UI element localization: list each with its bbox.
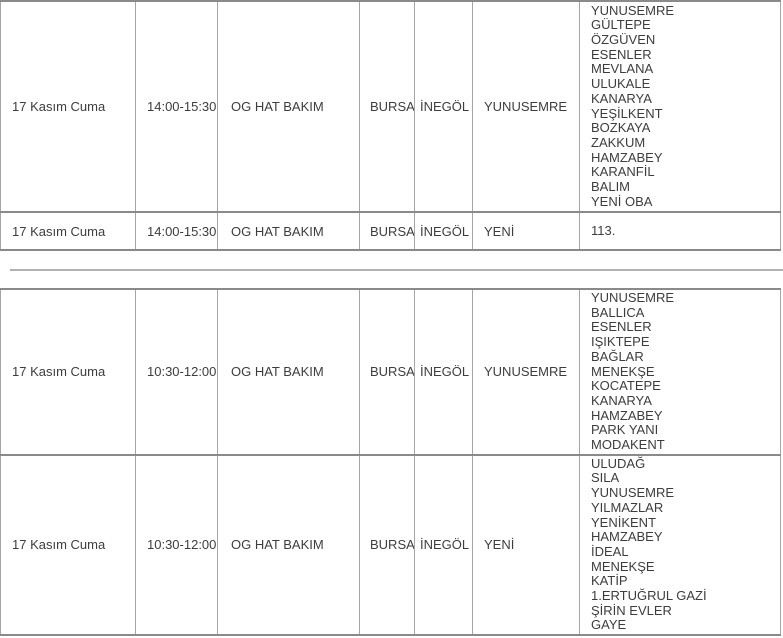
area-item: ÖZGÜVEN <box>591 31 656 47</box>
area-item: İDEAL <box>591 543 629 559</box>
work-type-cell: OG HAT BAKIM <box>217 0 360 213</box>
time-cell: 10:30-12:00 <box>135 453 218 637</box>
neighborhood-cell: YUNUSEMRE <box>472 0 580 213</box>
work-type-cell: OG HAT BAKIM <box>217 453 360 637</box>
area-item: GAYE <box>591 617 627 633</box>
table-separator <box>10 269 783 271</box>
area-item: ULUKALE <box>591 76 651 92</box>
work-type-cell: OG HAT BAKIM <box>217 211 360 251</box>
area-item: YENİ OBA <box>591 193 653 209</box>
area-item: HAMZABEY <box>591 149 663 165</box>
area-item: MEVLANA <box>591 61 654 77</box>
area-item: BALIM <box>591 179 631 195</box>
area-item: KANARYA <box>591 90 652 106</box>
time-cell: 10:30-12:00 <box>135 288 218 456</box>
district-cell: İNEGÖL <box>414 453 473 637</box>
area-item: KOCATEPE <box>591 378 661 394</box>
area-item: PARK YANI <box>591 422 659 438</box>
date-cell: 17 Kasım Cuma <box>0 288 136 456</box>
area-item: GÜLTEPE <box>591 17 651 33</box>
date-cell: 17 Kasım Cuma <box>0 0 136 213</box>
district-cell: İNEGÖL <box>414 211 473 251</box>
outage-row: 17 Kasım Cuma 14:00-15:30 OG HAT BAKIM B… <box>0 0 781 213</box>
outage-table-afternoon: 17 Kasım Cuma 14:00-15:30 OG HAT BAKIM B… <box>0 0 781 251</box>
neighborhood-cell: YENİ <box>472 211 580 251</box>
city-cell: BURSA <box>359 0 415 213</box>
area-item: YUNUSEMRE <box>591 290 675 305</box>
area-item: SILA <box>591 470 620 486</box>
area-item: MENEKŞE <box>591 558 655 574</box>
time-cell: 14:00-15:30 <box>135 211 218 251</box>
district-cell: İNEGÖL <box>414 288 473 456</box>
time-cell: 14:00-15:30 <box>135 0 218 213</box>
area-item: YILMAZLAR <box>591 499 664 515</box>
area-item: BAĞLAR <box>591 348 644 364</box>
area-item: HAMZABEY <box>591 529 663 545</box>
outage-row: 17 Kasım Cuma 10:30-12:00 OG HAT BAKIM B… <box>0 453 781 637</box>
area-item: ŞİRİN EVLER <box>591 602 672 618</box>
date-cell: 17 Kasım Cuma <box>0 453 136 637</box>
area-item: BALLICA <box>591 304 645 320</box>
area-item: KANARYA <box>591 392 652 408</box>
work-type-cell: OG HAT BAKIM <box>217 288 360 456</box>
area-item: KATİP <box>591 573 628 589</box>
area-item: HAMZABEY <box>591 407 663 423</box>
area-item: ULUDAĞ <box>591 455 646 471</box>
area-item: ESENLER <box>591 319 652 335</box>
area-item: MODAKENT <box>591 437 665 453</box>
district-cell: İNEGÖL <box>414 0 473 213</box>
areas-cell: YUNUSEMRE BALLICA ESENLER IŞIKTEPE BAĞLAR MEN… <box>579 288 781 456</box>
area-item: 1.ERTUĞRUL GAZİ <box>591 588 707 604</box>
area-item: IŞIKTEPE <box>591 334 650 350</box>
city-cell: BURSA <box>359 453 415 637</box>
areas-cell: ULUDAĞ SILA YUNUSEMRE YILMAZLAR YENİKENT HAMZ… <box>579 453 781 637</box>
outage-row: 17 Kasım Cuma 10:30-12:00 OG HAT BAKIM B… <box>0 288 781 456</box>
area-item: ZAKKUM <box>591 134 646 150</box>
area-item: YUNUSEMRE <box>591 485 675 501</box>
neighborhood-cell: YENİ <box>472 453 580 637</box>
outage-table-morning: 17 Kasım Cuma 10:30-12:00 OG HAT BAKIM B… <box>0 288 781 637</box>
area-item: 113. <box>591 222 616 238</box>
areas-cell: 113. <box>579 211 781 251</box>
area-item: YEŞİLKENT <box>591 105 663 121</box>
area-item: YENİKENT <box>591 514 657 530</box>
date-cell: 17 Kasım Cuma <box>0 211 136 251</box>
areas-cell: YUNUSEMRE GÜLTEPE ÖZGÜVEN ESENLER MEVLANA ULU… <box>579 0 781 213</box>
neighborhood-cell: YUNUSEMRE <box>472 288 580 456</box>
city-cell: BURSA <box>359 211 415 251</box>
area-item: KARANFİL <box>591 164 655 180</box>
area-item: MENEKŞE <box>591 363 655 379</box>
outage-row: 17 Kasım Cuma 14:00-15:30 OG HAT BAKIM B… <box>0 211 781 251</box>
area-item: BOZKAYA <box>591 120 651 136</box>
city-cell: BURSA <box>359 288 415 456</box>
area-item: YUNUSEMRE <box>591 2 675 18</box>
area-item: ESENLER <box>591 46 652 62</box>
